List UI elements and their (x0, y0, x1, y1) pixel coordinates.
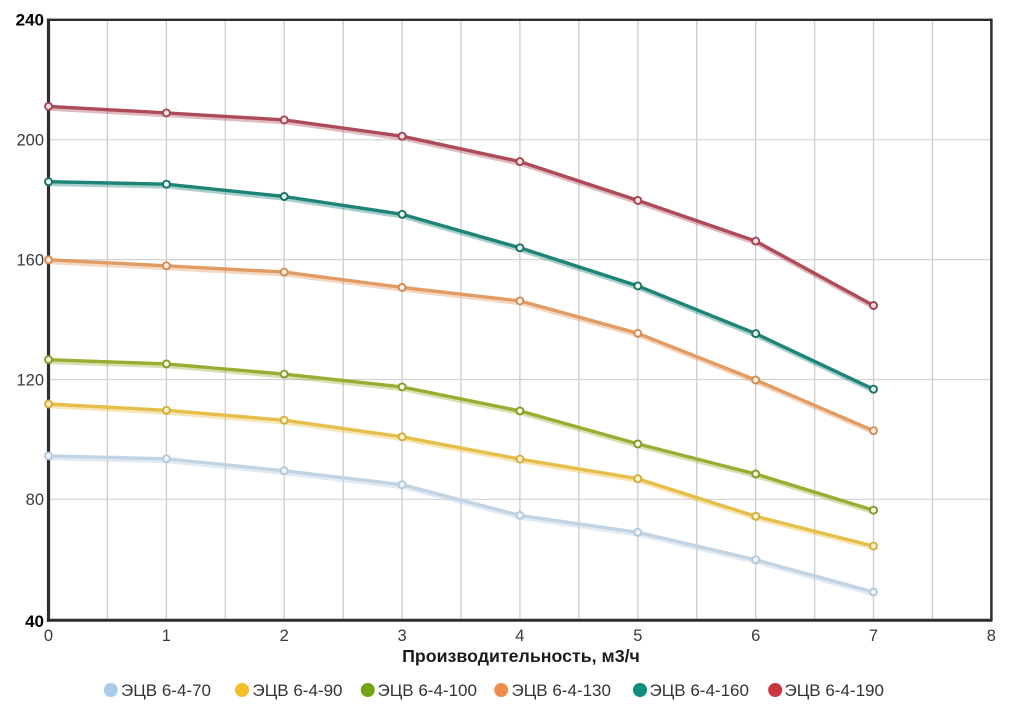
svg-text:160: 160 (16, 251, 44, 269)
svg-text:0: 0 (44, 627, 53, 645)
svg-text:ЭЦВ 6-4-130: ЭЦВ 6-4-130 (512, 681, 611, 700)
svg-text:ЭЦВ 6-4-190: ЭЦВ 6-4-190 (785, 681, 884, 700)
svg-text:Производительность, м3/ч: Производительность, м3/ч (402, 646, 640, 666)
svg-text:ЭЦВ 6-4-90: ЭЦВ 6-4-90 (253, 681, 343, 700)
svg-text:200: 200 (16, 132, 44, 150)
svg-text:240: 240 (16, 10, 44, 29)
svg-text:4: 4 (515, 627, 524, 645)
svg-text:ЭЦВ 6-4-70: ЭЦВ 6-4-70 (121, 681, 211, 700)
svg-text:1: 1 (162, 627, 171, 645)
svg-text:ЭЦВ 6-4-100: ЭЦВ 6-4-100 (378, 681, 477, 700)
svg-text:2: 2 (280, 627, 289, 645)
svg-text:7: 7 (869, 627, 878, 645)
svg-text:6: 6 (751, 627, 760, 645)
svg-text:8: 8 (987, 627, 996, 645)
svg-text:80: 80 (26, 491, 44, 509)
svg-text:3: 3 (398, 627, 407, 645)
svg-text:40: 40 (25, 612, 44, 631)
svg-text:ЭЦВ 6-4-160: ЭЦВ 6-4-160 (650, 681, 749, 700)
svg-text:5: 5 (633, 627, 642, 645)
svg-text:120: 120 (16, 371, 44, 389)
